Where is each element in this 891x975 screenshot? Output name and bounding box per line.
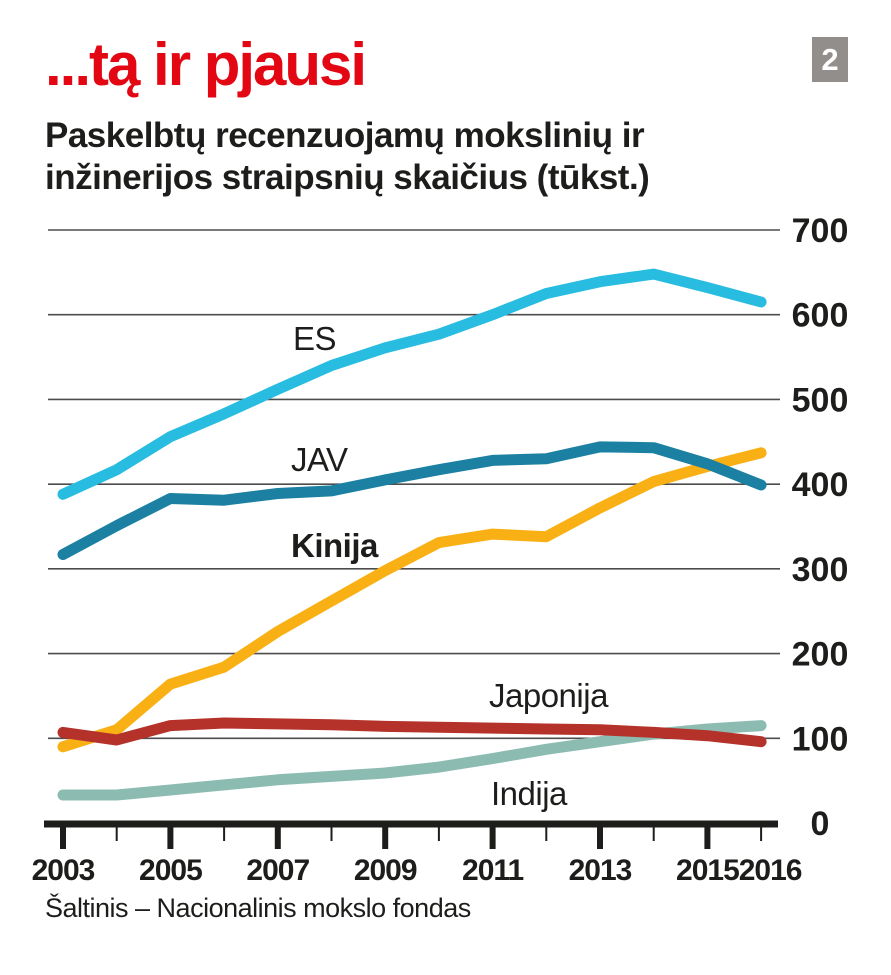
x-axis-label-2005: 2005	[139, 854, 202, 887]
x-axis-label-2015: 2015	[676, 854, 739, 887]
series-labels-group: ES JAV Kinija Japonija Indija	[291, 320, 610, 812]
source-note: Šaltinis – Nacionalinis mokslo fondas	[45, 893, 471, 923]
x-axis-label-2007: 2007	[246, 854, 309, 887]
series-label-japonija: Japonija	[489, 677, 609, 714]
y-axis-label-700: 700	[792, 212, 849, 250]
x-axis-label-2009: 2009	[354, 854, 417, 887]
x-axis-label-2016: 2016	[739, 854, 802, 887]
chart-title: ...tą ir pjausi	[45, 31, 367, 98]
series-line-es	[57, 268, 767, 500]
gridlines-group	[48, 229, 780, 740]
x-axis-group	[44, 820, 778, 849]
y-axis-label-0: 0	[811, 805, 830, 843]
y-axis-label-300: 300	[792, 551, 849, 589]
y-axis-label-100: 100	[792, 720, 849, 758]
series-label-jav: JAV	[291, 441, 348, 478]
series-label-kinija: Kinija	[291, 527, 379, 564]
y-axis-label-600: 600	[792, 297, 849, 335]
chart-subtitle-line1: Paskelbtų recenzuojamų mokslinių ir	[45, 116, 645, 155]
series-label-es: ES	[293, 320, 336, 357]
x-axis-label-2003: 2003	[32, 854, 95, 887]
chart-subtitle-line2: inžinerijos straipsnių skaičius (tūkst.)	[45, 158, 650, 197]
series-label-indija: Indija	[491, 775, 568, 812]
series-line-japonija	[57, 717, 767, 748]
series-line-kinija	[57, 447, 767, 753]
chart-subtitle: Paskelbtų recenzuojamų mokslinių ir inžin…	[45, 115, 650, 199]
series-line-jav	[57, 441, 767, 560]
y-axis-label-500: 500	[792, 381, 849, 419]
series-lines-group	[57, 268, 767, 801]
y-axis-labels-group: 0 100 200 300 400 500 600 700	[792, 212, 849, 843]
x-axis-label-2013: 2013	[569, 854, 632, 887]
y-axis-label-200: 200	[792, 636, 849, 674]
x-axis-labels-group: 2003 2005 2007 2009 2011 2013 2015 2016	[32, 854, 803, 887]
x-axis-label-2011: 2011	[462, 854, 523, 887]
figure-number-badge: 2	[812, 37, 848, 82]
y-axis-label-400: 400	[792, 466, 849, 504]
